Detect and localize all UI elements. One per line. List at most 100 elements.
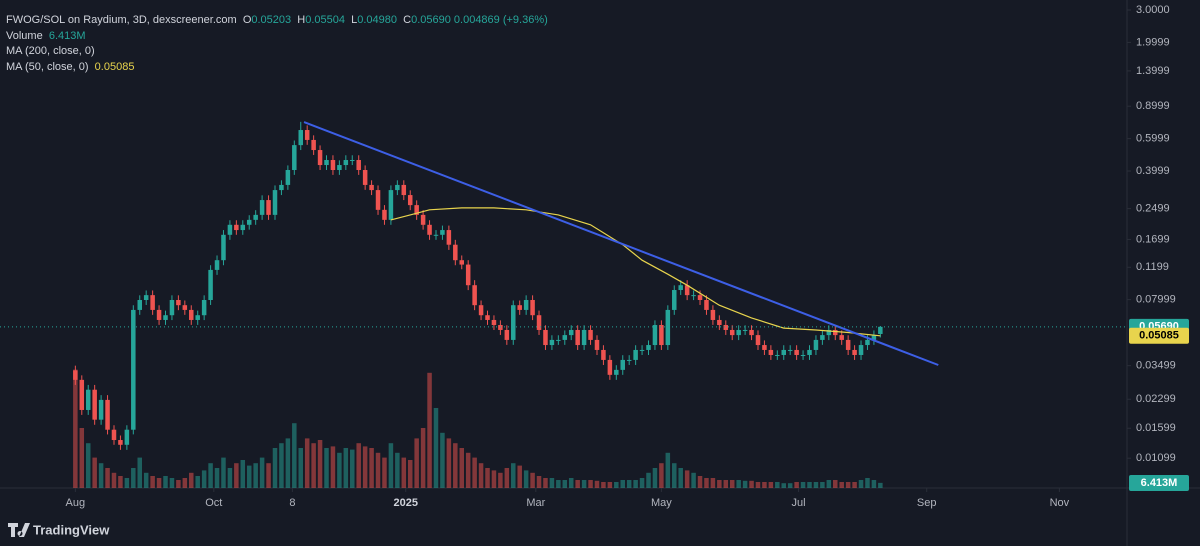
volume-bar [807,482,812,488]
volume-bar [246,465,252,488]
candle-body [865,339,870,346]
volume-bar [833,480,838,488]
o-value: 0.05203 [251,14,292,26]
candle-body [292,145,297,171]
volume-bar [414,438,419,488]
volume-bar [723,480,729,488]
candle-body [601,349,606,360]
volume-bar [259,457,265,488]
volume-bar [124,478,130,488]
y-tick-label: 0.2499 [1136,202,1170,214]
volume-bar [433,408,439,488]
candle-body [626,359,632,361]
candle-body [684,285,690,296]
volume-bar [465,452,471,488]
volume-bar [736,480,741,488]
candle-body [710,309,716,320]
volume-bar [684,470,690,488]
volume-bar [659,463,664,488]
candle-body [111,429,117,441]
volume-bar [73,369,78,488]
candle-body [201,300,207,316]
candle-body [234,224,239,231]
volume-bar [601,482,606,488]
candle-body [491,319,497,326]
candle-body [472,285,477,306]
volume-bar [781,483,787,488]
candle-body [304,130,310,140]
volume-bar [646,472,651,488]
candle-body [240,224,246,231]
trend-line [303,121,939,366]
volume-bar [581,480,587,488]
candle-body [420,214,426,225]
candle-body [633,349,638,360]
candle-body [375,190,381,210]
candle-body [156,309,162,320]
volume-bar [298,448,304,488]
volume-bar [150,476,155,488]
candle-body [646,345,651,350]
candle-body [665,309,671,346]
volume-bar [562,480,568,488]
volume-bar [768,482,774,488]
x-tick-label: Oct [205,497,222,509]
candle-body [208,269,213,301]
candle-body [337,165,342,171]
c-value: 0.05690 [411,14,451,26]
volume-bar [787,483,793,488]
candle-body [717,319,722,326]
candle-body [118,440,123,445]
candle-body [401,184,407,196]
volume-bar [169,478,175,488]
x-tick-label: Jul [792,497,806,509]
volume-bar [240,460,246,488]
candle-body [105,399,110,430]
volume-bar [588,480,593,488]
volume-bar [472,457,477,488]
volume-bar [755,482,761,488]
candle-body [485,315,490,320]
volume-bar [498,472,503,488]
ma200-title: MA (200, close, 0) [6,45,95,57]
volume-bar [401,457,407,488]
candle-body [169,300,175,316]
volume-bar [729,480,735,488]
y-tick-label: 0.8999 [1136,100,1170,112]
candle-body [781,349,787,355]
volume-bar [517,465,522,488]
volume-bar [292,423,297,488]
volume-bar [304,438,310,488]
candle-body [813,339,819,350]
volume-bar [672,463,677,488]
volume-bar [395,452,400,488]
candle-body [131,309,136,430]
volume-bar [118,476,123,488]
candle-body [511,305,516,340]
candle-body [504,329,510,340]
candle-body [279,184,284,191]
volume-bar [820,482,825,488]
volume-bar [878,482,883,488]
y-tick-label: 1.9999 [1136,36,1170,48]
volume-bar [665,452,671,488]
candle-body [723,325,729,330]
volume-bar [800,482,806,488]
candle-body [620,359,626,370]
volume-bar [704,478,709,488]
candle-body [845,339,851,350]
volume-bar [221,457,226,488]
candle-body [858,345,864,355]
candle-body [330,160,336,171]
candle-body [317,150,323,166]
c-label: C [403,14,412,26]
symbol-title: FWOG/SOL on Raydium, 3D, dexscreener.com [6,14,237,26]
candle-body [195,315,200,320]
volume-bar [594,480,600,488]
candle-body [672,290,677,310]
candle-body [143,295,149,301]
candle-body [214,260,220,270]
volume-bar [182,478,188,488]
candle-body [427,224,432,235]
volume-bar [852,482,857,488]
